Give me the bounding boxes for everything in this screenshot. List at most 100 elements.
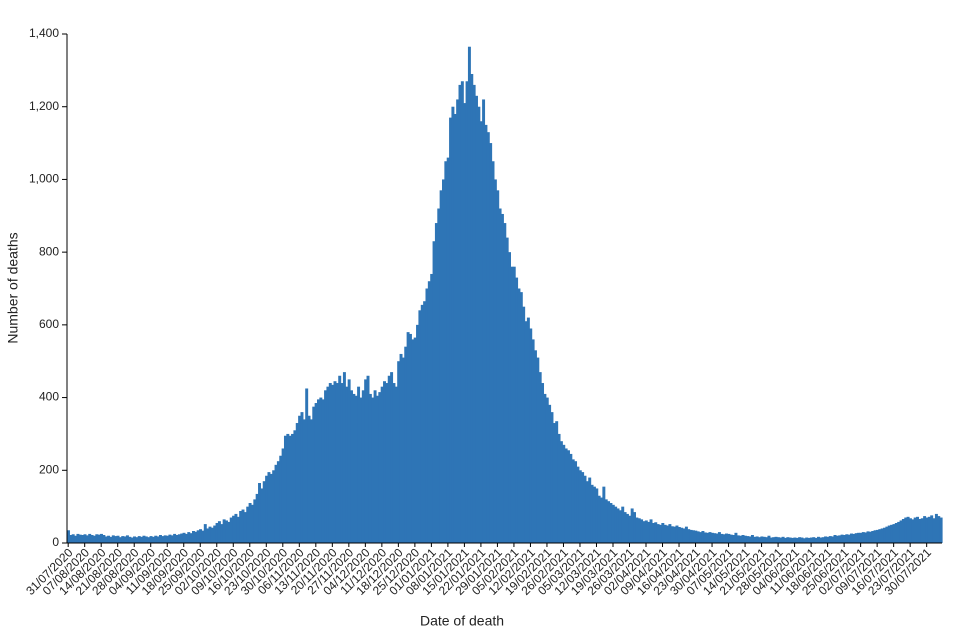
bar	[828, 536, 832, 543]
bar	[123, 536, 127, 543]
bar	[380, 386, 384, 543]
bar	[753, 536, 757, 543]
bar	[467, 46, 471, 543]
bar	[184, 533, 188, 543]
bar	[692, 530, 695, 543]
bar	[125, 535, 129, 543]
bar	[699, 532, 703, 543]
bar	[142, 535, 146, 543]
bar	[807, 537, 811, 543]
bar	[899, 520, 903, 543]
bar	[371, 397, 375, 543]
bar	[819, 537, 823, 543]
bar	[111, 535, 115, 543]
bar	[722, 534, 726, 543]
bar	[831, 536, 835, 543]
bar	[416, 324, 420, 543]
bar	[250, 504, 254, 543]
bar	[486, 132, 490, 543]
bar	[496, 190, 500, 544]
y-tick-label: 200	[39, 462, 59, 476]
bar	[677, 527, 681, 543]
bar	[274, 464, 278, 543]
bar	[368, 393, 372, 543]
bar	[475, 95, 478, 544]
bar	[783, 537, 787, 543]
bar	[309, 419, 313, 543]
bar	[321, 399, 325, 543]
bar	[562, 444, 566, 543]
bar	[345, 386, 349, 543]
bar	[220, 524, 224, 543]
bar	[821, 537, 825, 543]
bar	[930, 515, 934, 543]
bar	[267, 472, 271, 543]
bar	[658, 524, 662, 543]
bar	[354, 395, 358, 543]
bar	[765, 537, 769, 543]
bar	[383, 381, 386, 543]
bar	[602, 486, 606, 543]
bar	[331, 384, 335, 543]
bar	[717, 532, 721, 543]
bar	[743, 535, 747, 543]
bar	[201, 530, 205, 543]
bar	[137, 536, 141, 543]
bar	[890, 524, 894, 543]
bar	[161, 536, 165, 543]
bar	[187, 532, 191, 543]
y-tick-label: 1,200	[29, 99, 59, 113]
bar	[305, 388, 309, 543]
bar	[168, 534, 172, 543]
bar	[786, 537, 790, 543]
bar	[328, 383, 332, 543]
bar	[227, 521, 231, 543]
bar	[173, 533, 177, 543]
bar	[232, 515, 236, 543]
bar	[767, 535, 771, 543]
bar	[885, 526, 889, 543]
bar	[826, 536, 830, 543]
bar	[477, 106, 481, 543]
bar	[357, 386, 361, 543]
bar	[236, 516, 240, 543]
bar	[413, 337, 417, 543]
bar	[576, 466, 580, 543]
bar	[541, 383, 545, 543]
bar	[762, 536, 766, 543]
bar	[838, 535, 842, 543]
bar	[442, 179, 445, 543]
bar	[604, 499, 608, 543]
bar	[533, 350, 537, 543]
y-tick-label: 1,400	[29, 26, 59, 40]
bar	[732, 535, 736, 543]
bar	[128, 536, 132, 543]
bar	[359, 397, 363, 543]
bar	[283, 435, 287, 543]
bar	[680, 527, 684, 543]
bar	[135, 537, 139, 543]
bar	[932, 518, 936, 543]
bar	[682, 528, 686, 543]
bar	[239, 511, 243, 543]
bar	[684, 526, 688, 543]
bar	[262, 481, 266, 543]
bar	[746, 536, 750, 543]
bar	[788, 537, 792, 543]
bar	[552, 423, 556, 543]
bar	[399, 353, 403, 543]
bar	[95, 534, 99, 543]
bar	[352, 393, 356, 543]
bar	[868, 531, 872, 543]
bar	[758, 537, 761, 543]
bar	[906, 516, 910, 543]
bar	[625, 513, 629, 543]
bar	[817, 536, 820, 543]
bar	[253, 499, 257, 543]
bar	[420, 304, 424, 543]
bar	[333, 381, 337, 543]
bar	[272, 470, 276, 543]
bar	[703, 532, 707, 543]
bar	[302, 419, 306, 543]
bar	[720, 533, 724, 543]
